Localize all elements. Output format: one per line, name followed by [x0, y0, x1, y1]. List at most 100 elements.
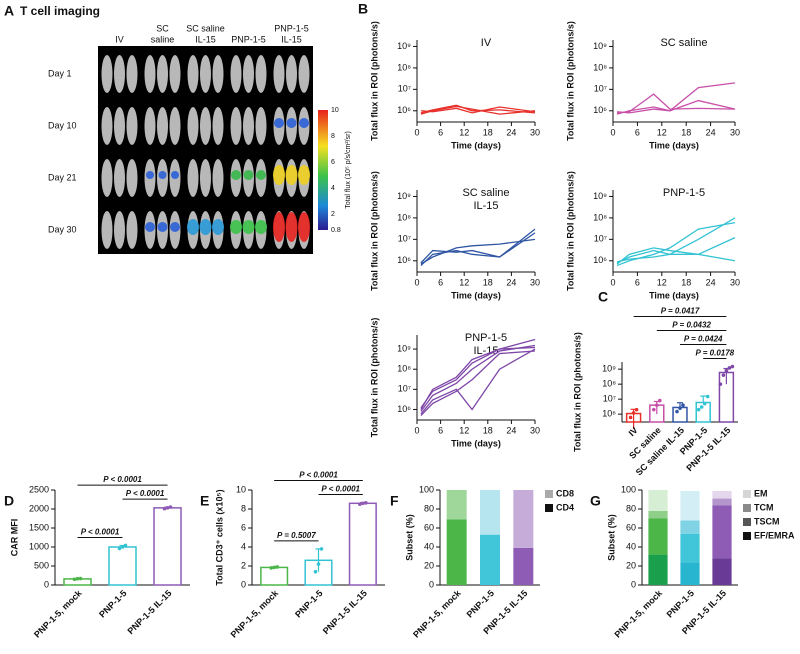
colorbar-tick-label: 2 — [331, 211, 335, 218]
line — [616, 237, 736, 263]
column-header: PNP-1-5 — [231, 34, 266, 44]
signal — [256, 170, 266, 180]
data-point — [628, 415, 633, 420]
column-header: PNP-1-5 — [274, 23, 309, 33]
y-tick-label: 40 — [626, 541, 636, 551]
bar-segment — [648, 490, 668, 511]
y-tick-label: 10⁷ — [594, 84, 607, 94]
legend-swatch — [743, 504, 751, 512]
bar-segment — [446, 490, 467, 520]
y-tick-label: 10⁹ — [593, 41, 607, 51]
significance-label: P = 0.0417 — [661, 307, 700, 316]
significance-label: P < 0.0001 — [103, 475, 142, 484]
legend-label: EF/EMRA — [754, 530, 795, 540]
data-point — [78, 576, 83, 581]
y-tick-label: 10⁹ — [593, 191, 607, 201]
mouse — [114, 211, 125, 249]
y-axis-label: Total flux in ROI (photons/s) — [369, 171, 379, 291]
data-point — [678, 406, 682, 410]
y-axis-label: Total flux in ROI (photons/s) — [565, 171, 575, 291]
line — [616, 217, 736, 264]
x-tick-label: 30 — [730, 127, 740, 137]
y-axis-label: Total CD3⁺ cells (x10⁵) — [214, 489, 224, 585]
mouse — [126, 159, 138, 197]
mouse — [200, 55, 211, 93]
mouse — [101, 159, 113, 197]
panel-label: G — [590, 493, 601, 509]
data-point — [652, 407, 656, 412]
legend-label: CD4 — [556, 502, 574, 512]
x-tick-label: 12 — [459, 425, 469, 435]
x-axis-label: Time (days) — [451, 290, 501, 300]
x-tick-label: 18 — [681, 277, 691, 287]
column-header: IV — [115, 34, 124, 44]
data-point — [358, 502, 362, 507]
signal — [242, 220, 255, 234]
signal — [273, 212, 285, 242]
mouse — [200, 107, 211, 145]
x-tick-label: PNP-1-5 — [465, 588, 496, 619]
bar-segment — [446, 519, 467, 585]
line — [420, 346, 536, 409]
significance-label: P = 0.5007 — [277, 531, 316, 540]
chart-title: SC saline — [462, 187, 509, 199]
data-point — [730, 364, 735, 369]
y-tick-label: 20 — [626, 560, 636, 570]
x-tick-label: PNP-1-5 — [97, 588, 128, 619]
y-tick-label: 100 — [419, 484, 434, 494]
signal — [145, 222, 155, 232]
x-tick-label: 6 — [438, 425, 443, 435]
y-tick-label: 10⁹ — [602, 364, 616, 374]
colorbar-tick-label: 10 — [331, 107, 339, 114]
legend-label: TSCM — [754, 516, 780, 526]
significance-label: P = 0.0424 — [684, 335, 723, 344]
y-axis-label: Total flux in ROI (photons/s) — [565, 21, 575, 141]
signal — [158, 171, 167, 179]
row-label: Day 10 — [48, 120, 77, 130]
x-tick-label: 30 — [530, 277, 540, 287]
data-point — [319, 547, 324, 551]
y-tick-label: 10⁹ — [397, 343, 411, 353]
x-tick-label: 24 — [706, 127, 716, 137]
colorbar — [318, 110, 328, 230]
signal — [230, 220, 242, 234]
data-point — [705, 394, 710, 399]
x-tick-label: 0 — [414, 425, 419, 435]
column-header: IL-15 — [281, 34, 302, 44]
chart-title: IV — [481, 37, 492, 49]
row-label: Day 21 — [48, 172, 77, 182]
chart-title: PNP-1-5 — [465, 332, 507, 344]
bar — [260, 566, 289, 586]
mouse — [114, 55, 125, 93]
mouse — [212, 55, 224, 93]
row-label: Day 30 — [48, 224, 77, 234]
y-tick-label: 20 — [424, 560, 434, 570]
y-tick-label: 10⁸ — [397, 364, 411, 374]
signal — [199, 219, 212, 235]
x-tick-label: PNP-1-5, mock — [229, 587, 281, 639]
signal — [157, 222, 168, 232]
y-tick-label: 2000 — [29, 503, 49, 513]
data-point — [724, 368, 729, 373]
legend-swatch — [743, 518, 751, 526]
mouse — [126, 107, 138, 145]
x-tick-label: 24 — [506, 425, 516, 435]
line — [420, 338, 536, 410]
y-tick-label: 0 — [631, 579, 636, 589]
legend-label: TCM — [754, 502, 774, 512]
y-tick-label: 10⁶ — [593, 255, 607, 265]
colorbar-tick-label: 6 — [331, 159, 335, 166]
mouse — [187, 159, 199, 197]
mouse — [169, 107, 181, 145]
x-tick-label: PNP-1-5 IL-15 — [321, 588, 369, 636]
x-tick-label: PNP-1-5 IL-15 — [125, 588, 173, 636]
data-point — [168, 505, 173, 509]
data-point — [681, 403, 685, 407]
mouse — [114, 159, 125, 197]
y-tick-label: 0 — [429, 579, 434, 589]
legend-swatch — [743, 490, 751, 498]
signal — [299, 118, 309, 128]
x-axis-label: Time (days) — [649, 140, 699, 150]
significance-label: P < 0.0001 — [299, 471, 338, 480]
x-tick-label: 12 — [459, 127, 469, 137]
